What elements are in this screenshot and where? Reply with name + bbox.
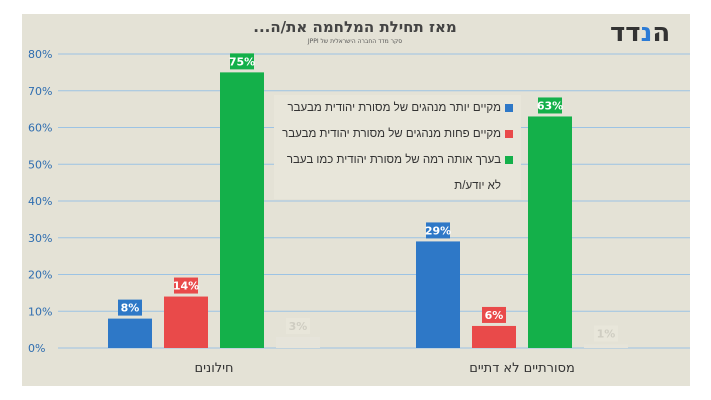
y-tick-label: 80%	[28, 48, 52, 61]
data-label-bg	[426, 222, 450, 239]
legend-swatch	[505, 182, 513, 190]
data-label: 1%	[597, 327, 616, 340]
data-label-bg	[594, 325, 618, 342]
legend-item: לא יודע/ת	[282, 173, 521, 199]
category-label: מסורתיים לא דתיים	[469, 361, 575, 376]
y-tick-label: 40%	[28, 195, 52, 208]
legend-label: לא יודע/ת	[454, 180, 501, 192]
y-tick-label: 30%	[28, 232, 52, 245]
data-label: 8%	[121, 302, 140, 315]
data-label: 3%	[289, 320, 308, 333]
data-label: 75%	[229, 55, 255, 68]
category-label: חילונים	[194, 361, 233, 376]
legend-item: מקיים פחות מנהגים של מסורת יהודית מבעבר	[282, 121, 521, 147]
y-tick-label: 50%	[28, 158, 52, 171]
data-label: 63%	[537, 99, 563, 112]
data-label-bg	[538, 97, 562, 114]
y-tick-label: 10%	[28, 305, 52, 318]
bar	[220, 72, 264, 348]
bar	[164, 296, 208, 348]
legend-label: בערך אותה רמה של מסורת יהודית כמו בעבר	[286, 154, 501, 166]
y-tick-label: 20%	[28, 269, 52, 282]
data-label: 29%	[425, 224, 451, 237]
legend-item: מקיים יותר מנהגים של מסורת יהודית מבעבר	[282, 95, 521, 121]
bar	[528, 116, 572, 348]
legend-swatch	[505, 156, 513, 164]
legend-item: בערך אותה רמה של מסורת יהודית כמו בעבר	[282, 147, 521, 173]
legend: מקיים יותר מנהגים של מסורת יהודית מבעבר …	[274, 95, 521, 199]
data-label-bg	[482, 306, 506, 323]
chart-title: מאז תחילת המלחמה את/ה...	[253, 18, 457, 36]
bar	[472, 325, 516, 348]
legend-swatch	[505, 130, 513, 138]
data-label-bg	[230, 53, 254, 70]
logo: הנדד	[610, 18, 671, 48]
y-tick-label: 60%	[28, 122, 52, 135]
data-label-bg	[118, 299, 142, 316]
chart-subtitle: סקר מדד החברה הישראלית של JPPI	[307, 38, 403, 45]
legend-label: מקיים פחות מנהגים של מסורת יהודית מבעבר	[282, 128, 501, 140]
data-label: 6%	[485, 309, 504, 322]
bar	[108, 318, 152, 348]
legend-label: מקיים יותר מנהגים של מסורת יהודית מבעבר	[287, 102, 501, 114]
data-label-bg	[174, 277, 198, 294]
bar	[584, 344, 628, 348]
y-tick-label: 70%	[28, 85, 52, 98]
data-label-bg	[286, 317, 310, 334]
bar	[416, 241, 460, 348]
legend-swatch	[505, 104, 513, 112]
data-label: 14%	[173, 280, 199, 293]
bar	[276, 336, 320, 348]
y-tick-label: 0%	[28, 342, 45, 355]
